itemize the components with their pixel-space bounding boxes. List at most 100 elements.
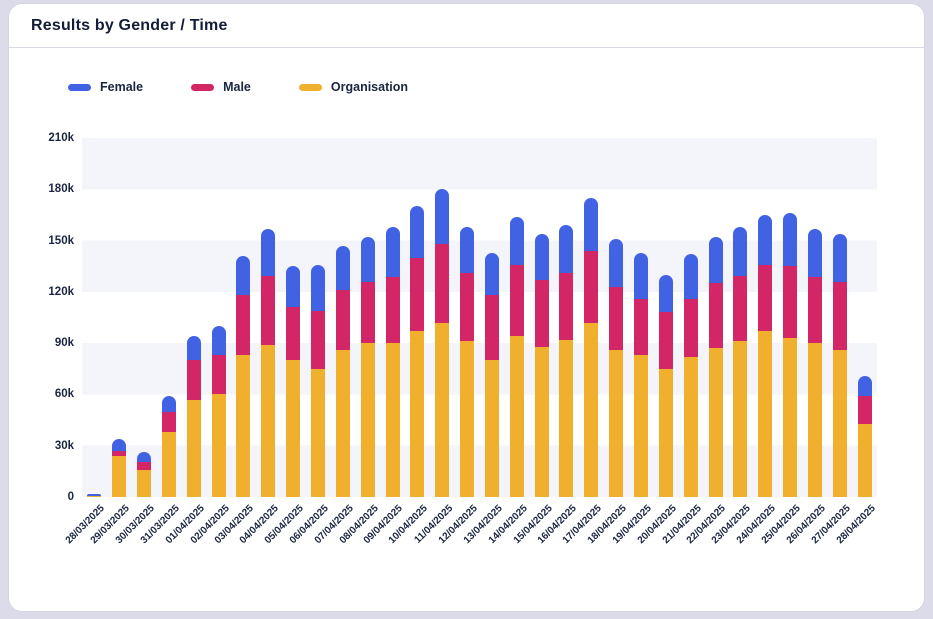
bar-segment-male[interactable] bbox=[410, 257, 425, 332]
bar-segment-organisation[interactable] bbox=[410, 331, 425, 497]
stacked-bar-21/04/2025[interactable] bbox=[683, 254, 698, 497]
bar-segment-organisation[interactable] bbox=[633, 355, 648, 497]
bar-segment-organisation[interactable] bbox=[708, 348, 723, 497]
bar-segment-male[interactable] bbox=[658, 312, 673, 369]
stacked-bar-19/04/2025[interactable] bbox=[633, 252, 648, 497]
bar-segment-male[interactable] bbox=[534, 279, 549, 347]
bar-segment-organisation[interactable] bbox=[509, 336, 524, 497]
stacked-bar-15/04/2025[interactable] bbox=[534, 233, 549, 497]
stacked-bar-13/04/2025[interactable] bbox=[484, 252, 499, 497]
bar-segment-organisation[interactable] bbox=[435, 322, 450, 497]
bar-segment-organisation[interactable] bbox=[857, 423, 872, 497]
bar-segment-female[interactable] bbox=[683, 254, 698, 299]
bar-segment-female[interactable] bbox=[460, 226, 475, 274]
bar-segment-organisation[interactable] bbox=[186, 399, 201, 497]
bar-segment-female[interactable] bbox=[658, 274, 673, 313]
bar-segment-organisation[interactable] bbox=[484, 360, 499, 497]
bar-segment-organisation[interactable] bbox=[112, 455, 127, 497]
bar-segment-organisation[interactable] bbox=[534, 346, 549, 497]
stacked-bar-20/04/2025[interactable] bbox=[658, 274, 673, 497]
bar-segment-female[interactable] bbox=[609, 238, 624, 287]
stacked-bar-22/04/2025[interactable] bbox=[708, 237, 723, 497]
bar-segment-female[interactable] bbox=[137, 451, 152, 462]
bar-segment-male[interactable] bbox=[832, 281, 847, 350]
bar-segment-organisation[interactable] bbox=[584, 322, 599, 497]
bar-segment-organisation[interactable] bbox=[683, 356, 698, 497]
bar-segment-organisation[interactable] bbox=[609, 349, 624, 497]
bar-segment-organisation[interactable] bbox=[261, 344, 276, 497]
bar-segment-female[interactable] bbox=[832, 233, 847, 282]
bar-segment-female[interactable] bbox=[857, 375, 872, 397]
stacked-bar-23/04/2025[interactable] bbox=[733, 226, 748, 497]
bar-segment-organisation[interactable] bbox=[758, 331, 773, 497]
stacked-bar-06/04/2025[interactable] bbox=[311, 264, 326, 497]
bar-segment-male[interactable] bbox=[236, 295, 251, 356]
bar-segment-male[interactable] bbox=[435, 244, 450, 323]
stacked-bar-10/04/2025[interactable] bbox=[410, 206, 425, 497]
bar-segment-organisation[interactable] bbox=[733, 341, 748, 497]
stacked-bar-17/04/2025[interactable] bbox=[584, 197, 599, 497]
bar-segment-female[interactable] bbox=[758, 214, 773, 265]
stacked-bar-12/04/2025[interactable] bbox=[460, 226, 475, 497]
stacked-bar-27/04/2025[interactable] bbox=[832, 233, 847, 497]
stacked-bar-01/04/2025[interactable] bbox=[186, 336, 201, 497]
bar-segment-organisation[interactable] bbox=[807, 343, 822, 497]
bar-segment-organisation[interactable] bbox=[385, 343, 400, 497]
bar-segment-male[interactable] bbox=[87, 495, 102, 497]
bar-segment-female[interactable] bbox=[534, 233, 549, 280]
bar-segment-female[interactable] bbox=[112, 438, 127, 451]
stacked-bar-05/04/2025[interactable] bbox=[286, 266, 301, 497]
bar-segment-female[interactable] bbox=[633, 252, 648, 299]
stacked-bar-03/04/2025[interactable] bbox=[236, 255, 251, 497]
bar-segment-male[interactable] bbox=[385, 276, 400, 344]
stacked-bar-09/04/2025[interactable] bbox=[385, 226, 400, 497]
bar-segment-female[interactable] bbox=[161, 396, 176, 412]
bar-segment-organisation[interactable] bbox=[137, 469, 152, 497]
bar-segment-organisation[interactable] bbox=[832, 349, 847, 497]
bar-segment-female[interactable] bbox=[186, 336, 201, 361]
bar-segment-organisation[interactable] bbox=[286, 360, 301, 497]
bar-segment-female[interactable] bbox=[311, 264, 326, 311]
stacked-bar-31/03/2025[interactable] bbox=[161, 396, 176, 497]
bar-segment-male[interactable] bbox=[137, 461, 152, 470]
bar-segment-organisation[interactable] bbox=[161, 432, 176, 497]
stacked-bar-11/04/2025[interactable] bbox=[435, 189, 450, 497]
bar-segment-organisation[interactable] bbox=[236, 355, 251, 497]
bar-segment-male[interactable] bbox=[261, 276, 276, 345]
stacked-bar-25/04/2025[interactable] bbox=[783, 213, 798, 497]
stacked-bar-14/04/2025[interactable] bbox=[509, 216, 524, 497]
bar-segment-organisation[interactable] bbox=[559, 339, 574, 497]
bar-segment-male[interactable] bbox=[509, 264, 524, 337]
stacked-bar-28/03/2025[interactable] bbox=[87, 493, 102, 497]
bar-segment-male[interactable] bbox=[335, 290, 350, 350]
bar-segment-organisation[interactable] bbox=[360, 343, 375, 497]
bar-segment-female[interactable] bbox=[509, 216, 524, 265]
stacked-bar-30/03/2025[interactable] bbox=[137, 451, 152, 497]
bar-segment-female[interactable] bbox=[783, 213, 798, 267]
bar-segment-female[interactable] bbox=[559, 225, 574, 274]
bar-segment-male[interactable] bbox=[484, 295, 499, 361]
bar-segment-male[interactable] bbox=[161, 411, 176, 433]
stacked-bar-16/04/2025[interactable] bbox=[559, 225, 574, 497]
stacked-bar-04/04/2025[interactable] bbox=[261, 228, 276, 497]
bar-segment-female[interactable] bbox=[236, 255, 251, 296]
bar-segment-male[interactable] bbox=[186, 360, 201, 400]
bar-segment-male[interactable] bbox=[857, 396, 872, 424]
bar-segment-male[interactable] bbox=[807, 276, 822, 344]
bar-segment-female[interactable] bbox=[435, 189, 450, 245]
stacked-bar-07/04/2025[interactable] bbox=[335, 245, 350, 497]
bar-segment-organisation[interactable] bbox=[311, 368, 326, 497]
bar-segment-female[interactable] bbox=[807, 228, 822, 277]
stacked-bar-02/04/2025[interactable] bbox=[211, 326, 226, 497]
bar-segment-female[interactable] bbox=[410, 206, 425, 258]
bar-segment-female[interactable] bbox=[261, 228, 276, 277]
legend-item-male[interactable]: Male bbox=[191, 80, 251, 94]
bar-segment-female[interactable] bbox=[708, 237, 723, 284]
bar-segment-male[interactable] bbox=[758, 264, 773, 332]
stacked-bar-08/04/2025[interactable] bbox=[360, 237, 375, 497]
bar-segment-male[interactable] bbox=[286, 307, 301, 361]
bar-segment-organisation[interactable] bbox=[87, 496, 102, 497]
bar-segment-male[interactable] bbox=[360, 281, 375, 344]
bar-segment-female[interactable] bbox=[733, 226, 748, 277]
legend-item-organisation[interactable]: Organisation bbox=[298, 80, 408, 94]
